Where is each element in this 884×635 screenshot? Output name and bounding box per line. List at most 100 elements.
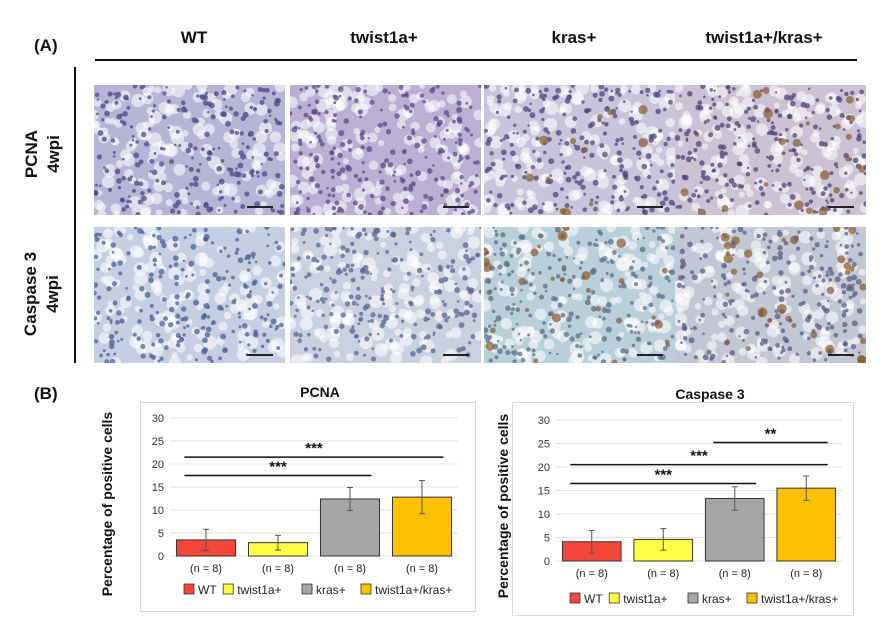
nucleus	[175, 301, 180, 306]
nucleus	[380, 287, 384, 290]
nucleus	[709, 88, 714, 92]
stained-cell	[585, 287, 591, 293]
nucleus	[255, 170, 260, 175]
nucleus	[716, 236, 719, 240]
nucleus	[324, 109, 329, 115]
nucleus	[645, 320, 649, 324]
nucleus	[149, 170, 153, 173]
cytoplasm-spot	[367, 132, 378, 143]
nucleus	[837, 299, 843, 304]
cytoplasm-spot	[563, 246, 574, 256]
nucleus	[746, 124, 751, 129]
cytoplasm-spot	[459, 95, 472, 109]
cytoplasm-spot	[663, 255, 675, 267]
nucleus	[410, 181, 416, 187]
nucleus	[590, 198, 594, 202]
nucleus	[692, 325, 698, 331]
nucleus	[486, 136, 493, 143]
cytoplasm-spot	[693, 243, 704, 254]
nucleus	[333, 328, 339, 335]
nucleus	[96, 154, 103, 160]
panel-a-label: (A)	[34, 36, 58, 55]
nucleus	[606, 301, 612, 308]
nucleus	[306, 295, 309, 299]
nucleus	[251, 156, 255, 159]
nucleus	[463, 253, 469, 260]
nucleus	[367, 320, 370, 323]
nucleus	[391, 258, 396, 263]
nucleus	[777, 254, 783, 261]
nucleus	[436, 121, 441, 126]
y-tick-label: 10	[152, 505, 164, 517]
nucleus	[225, 120, 231, 127]
nucleus	[752, 141, 757, 147]
nucleus	[111, 250, 115, 254]
nucleus	[430, 348, 436, 354]
nucleus	[175, 313, 181, 319]
nucleus	[754, 200, 760, 205]
nucleus	[558, 142, 561, 146]
stained-cell	[843, 262, 852, 270]
nucleus	[551, 296, 557, 302]
nucleus	[323, 324, 329, 329]
stained-cell	[680, 188, 689, 197]
nucleus	[785, 128, 789, 132]
nucleus	[543, 87, 549, 93]
cytoplasm-spot	[308, 132, 320, 144]
nucleus	[541, 202, 545, 206]
nucleus	[318, 138, 323, 143]
cytoplasm-spot	[717, 175, 728, 186]
cytoplasm-spot	[715, 101, 724, 110]
stained-cell	[845, 156, 851, 162]
cytoplasm-spot	[802, 319, 816, 333]
nucleus	[770, 125, 776, 130]
nucleus	[290, 227, 295, 232]
nucleus	[660, 294, 665, 299]
nucleus	[722, 301, 729, 308]
cytoplasm-spot	[697, 272, 706, 280]
cytoplasm-spot	[269, 131, 282, 143]
nucleus	[712, 102, 717, 107]
nucleus	[337, 267, 342, 272]
nucleus	[511, 345, 514, 348]
cytoplasm-spot	[758, 277, 770, 289]
nucleus	[155, 310, 160, 315]
nucleus	[191, 156, 194, 160]
nucleus	[394, 242, 398, 246]
nucleus	[510, 307, 516, 312]
nucleus	[520, 357, 526, 363]
nucleus	[505, 305, 511, 311]
nucleus	[403, 149, 407, 153]
nucleus	[267, 108, 272, 114]
stained-cell	[805, 207, 813, 215]
cytoplasm-spot	[201, 181, 211, 191]
cytoplasm-spot	[707, 340, 718, 351]
cytoplasm-spot	[115, 160, 124, 168]
nucleus	[155, 332, 161, 338]
nucleus	[299, 88, 303, 92]
nucleus	[615, 87, 621, 94]
stained-cell	[581, 271, 591, 280]
nucleus	[138, 97, 142, 101]
nucleus	[205, 326, 212, 333]
nucleus	[301, 227, 307, 233]
nucleus	[353, 350, 359, 356]
nucleus	[564, 166, 569, 170]
nucleus	[639, 185, 644, 190]
nucleus	[94, 92, 100, 98]
nucleus	[454, 282, 458, 286]
nucleus	[390, 201, 396, 207]
nucleus	[856, 243, 861, 247]
stained-cell	[484, 262, 493, 273]
nucleus	[139, 286, 145, 292]
nucleus	[332, 146, 336, 150]
nucleus	[242, 323, 248, 329]
stained-cell	[844, 269, 851, 276]
legend-swatch	[222, 583, 234, 595]
nucleus	[492, 227, 496, 229]
cytoplasm-spot	[134, 247, 145, 258]
nucleus	[159, 320, 166, 327]
nucleus	[458, 141, 463, 147]
nucleus	[769, 347, 773, 351]
nucleus	[380, 206, 385, 211]
